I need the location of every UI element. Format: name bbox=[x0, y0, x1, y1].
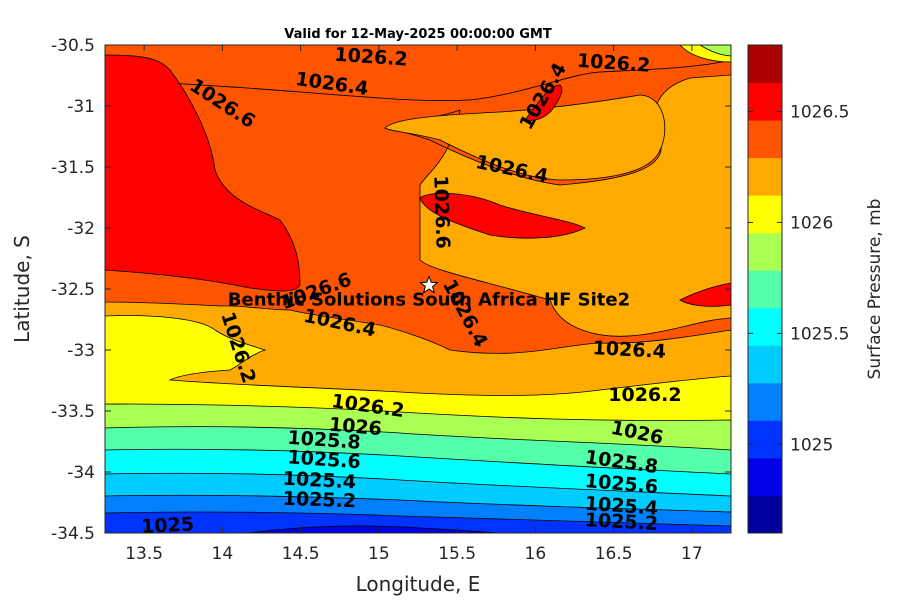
x-axis-ticks: 13.5 14 14.5 15 15.5 16 16.5 17 bbox=[125, 45, 703, 564]
y-axis-ticks: -30.5 -31 -31.5 -32 -32.5 -33 -33.5 -34 -34.5 bbox=[51, 36, 731, 544]
band-1026-4-center bbox=[419, 192, 586, 239]
contour-label: 1025.4 bbox=[282, 468, 356, 494]
colorbar-segment bbox=[748, 307, 782, 346]
colorbar-segment bbox=[748, 157, 782, 196]
band-1026-0-pocket bbox=[384, 94, 666, 181]
x-tick-label: 17 bbox=[681, 544, 703, 564]
contour-label: 1026 bbox=[328, 414, 383, 441]
contour-label: 1026.6 bbox=[429, 175, 454, 249]
band-1026-4-east bbox=[679, 282, 731, 307]
colorbar-tick-label: 1025.5 bbox=[790, 324, 849, 344]
x-tick-label: 15 bbox=[368, 544, 390, 564]
site-marker-group: Benthic Solutions South Africa HF Site2 bbox=[228, 274, 630, 310]
band-ne-corner-green bbox=[699, 45, 731, 57]
y-tick-label: -33 bbox=[67, 341, 95, 361]
y-tick-label: -34 bbox=[67, 463, 95, 483]
contour-label: 1025.2 bbox=[584, 509, 658, 535]
x-tick-label: 14 bbox=[212, 544, 234, 564]
y-tick-label: -34.5 bbox=[51, 524, 95, 544]
band-1026-4-ne bbox=[524, 84, 563, 121]
band-1024-6 bbox=[105, 511, 731, 533]
contour-label: 1026.2 bbox=[576, 50, 651, 77]
colorbar-segment bbox=[748, 120, 782, 159]
colorbar-ticks: 1025 1025.5 1026 1026.5 bbox=[748, 103, 849, 455]
contour-label: 1025.4 bbox=[584, 493, 659, 520]
y-tick-label: -33.5 bbox=[51, 402, 95, 422]
contour-label: 1025.6 bbox=[287, 446, 362, 473]
site-star-icon bbox=[419, 274, 439, 294]
colorbar-tick-label: 1026 bbox=[790, 213, 833, 233]
contour-label: 1026.2 bbox=[608, 384, 681, 406]
band-1024-4 bbox=[249, 525, 501, 533]
colorbar-segment bbox=[748, 270, 782, 309]
y-tick-label: -31.5 bbox=[51, 158, 95, 178]
x-tick-label: 13.5 bbox=[125, 544, 163, 564]
y-axis-label: Latitude, S bbox=[10, 235, 34, 343]
colorbar-tick-label: 1026.5 bbox=[790, 103, 849, 123]
contour-label: 1026.2 bbox=[334, 44, 409, 71]
colorbar-segment bbox=[748, 45, 782, 84]
site-label: Benthic Solutions South Africa HF Site2 bbox=[228, 289, 630, 310]
y-tick-label: -30.5 bbox=[51, 36, 95, 56]
contour-bands bbox=[105, 45, 731, 533]
contour-label: 1026.4 bbox=[592, 337, 666, 363]
colorbar-segment bbox=[748, 345, 782, 384]
y-tick-label: -31 bbox=[67, 97, 95, 117]
colorbar-segment bbox=[748, 195, 782, 234]
x-tick-label: 14.5 bbox=[282, 544, 320, 564]
colorbar-segment bbox=[748, 420, 782, 459]
x-tick-label: 16 bbox=[525, 544, 547, 564]
colorbar-segment bbox=[748, 495, 782, 534]
colorbar-segment bbox=[748, 457, 782, 496]
colorbar bbox=[748, 45, 782, 534]
y-tick-label: -32 bbox=[67, 219, 95, 239]
colorbar-tick-label: 1025 bbox=[790, 435, 833, 455]
x-axis-label: Longitude, E bbox=[356, 572, 481, 596]
y-tick-label: -32.5 bbox=[51, 280, 95, 300]
colorbar-segment bbox=[748, 82, 782, 121]
contour-label: 1025.2 bbox=[282, 488, 356, 513]
colorbar-segment bbox=[748, 382, 782, 421]
x-tick-label: 16.5 bbox=[595, 544, 633, 564]
colorbar-label: Surface Pressure, mb bbox=[865, 199, 885, 380]
contour-label: 1025 bbox=[141, 513, 195, 538]
chart-title: Valid for 12-May-2025 00:00:00 GMT bbox=[284, 27, 552, 42]
contour-label: 1025.8 bbox=[287, 427, 362, 454]
colorbar-frame bbox=[747, 44, 783, 534]
x-tick-label: 15.5 bbox=[438, 544, 476, 564]
band-1026-4-west bbox=[105, 54, 301, 292]
colorbar-segment bbox=[748, 232, 782, 271]
